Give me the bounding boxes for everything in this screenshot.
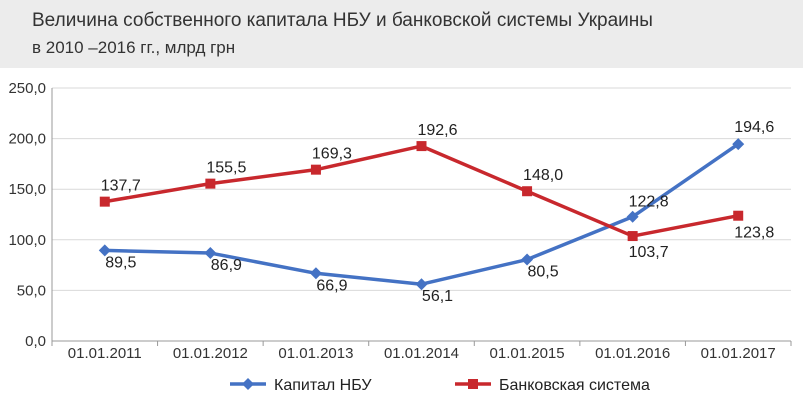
data-point xyxy=(521,253,534,266)
y-tick-label: 150,0 xyxy=(8,181,46,198)
data-point xyxy=(415,278,428,291)
data-label: 66,9 xyxy=(316,277,347,294)
y-tick-label: 100,0 xyxy=(8,232,46,249)
data-label: 56,1 xyxy=(422,288,453,305)
data-label: 80,5 xyxy=(528,264,559,281)
chart-subtitle: в 2010 –2016 гг., млрд грн xyxy=(32,38,236,57)
data-label: 103,7 xyxy=(629,244,669,261)
x-tick-label: 01.01.2011 xyxy=(68,345,142,362)
data-point xyxy=(626,210,639,223)
data-point xyxy=(733,210,744,221)
legend-label: Банковская система xyxy=(499,377,650,394)
data-point xyxy=(310,164,321,175)
x-tick-label: 01.01.2016 xyxy=(595,345,670,362)
title-box: Величина собственного капитала НБУ и бан… xyxy=(0,0,803,68)
data-point xyxy=(522,186,533,197)
y-tick-label: 250,0 xyxy=(8,80,46,97)
data-point xyxy=(204,247,217,260)
data-label: 192,6 xyxy=(417,122,457,139)
data-point xyxy=(205,178,216,189)
legend-marker xyxy=(242,378,254,390)
data-label: 194,6 xyxy=(734,119,774,136)
data-point xyxy=(732,138,745,151)
x-tick-label: 01.01.2012 xyxy=(173,345,248,362)
legend-label: Капитал НБУ xyxy=(274,377,372,394)
data-point xyxy=(309,267,322,280)
data-point xyxy=(627,231,638,242)
data-label: 137,7 xyxy=(101,178,141,195)
data-point xyxy=(98,244,111,257)
data-label: 86,9 xyxy=(211,257,242,274)
data-label: 169,3 xyxy=(312,146,352,163)
data-label: 148,0 xyxy=(523,167,563,184)
series-line-1 xyxy=(104,142,740,286)
x-tick-label: 01.01.2013 xyxy=(278,345,353,362)
data-label: 123,8 xyxy=(734,225,774,242)
data-label: 122,8 xyxy=(629,194,669,211)
legend-marker xyxy=(468,379,478,389)
data-label: 155,5 xyxy=(206,160,246,177)
x-tick-label: 01.01.2015 xyxy=(490,345,565,362)
y-tick-label: 200,0 xyxy=(8,131,46,148)
x-tick-label: 01.01.2017 xyxy=(701,345,776,362)
x-tick-label: 01.01.2014 xyxy=(384,345,459,362)
series-line-2 xyxy=(104,144,739,238)
chart-title: Величина собственного капитала НБУ и бан… xyxy=(32,10,653,31)
data-label: 89,5 xyxy=(105,254,136,271)
y-tick-label: 0,0 xyxy=(25,333,46,350)
data-point xyxy=(416,141,427,152)
data-point xyxy=(99,196,110,207)
y-tick-label: 50,0 xyxy=(17,282,46,299)
